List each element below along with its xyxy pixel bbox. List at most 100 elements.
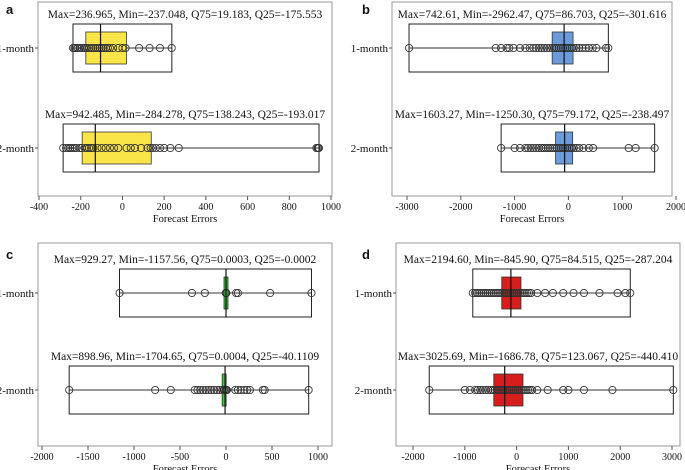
x-axis-label: Forecast Errors: [153, 214, 217, 225]
box-row-1-month: 1-month Max=236.965, Min=-237.048, Q75=19…: [0, 9, 322, 73]
data-point: [243, 385, 252, 395]
data-point: [87, 43, 96, 53]
data-point: [602, 43, 611, 53]
data-point: [561, 43, 570, 53]
data-point: [145, 43, 154, 53]
panel-frame: [395, 242, 681, 447]
data-point: [497, 43, 506, 53]
data-point: [236, 385, 245, 395]
data-point: [488, 385, 497, 395]
data-point: [204, 385, 213, 395]
data-point: [121, 43, 130, 53]
data-point: [62, 143, 71, 153]
data-point: [521, 43, 530, 53]
data-point: [522, 288, 532, 298]
data-point: [510, 143, 519, 153]
box-row-2-month: 2-month Max=1603.27, Min=-1250.30, Q75=79…: [351, 109, 669, 173]
data-point: [508, 288, 517, 298]
panel-label: b: [362, 2, 370, 17]
data-point: [529, 143, 538, 153]
data-point: [515, 143, 525, 153]
data-point: [473, 385, 482, 395]
data-point: [266, 288, 275, 298]
data-point: [304, 385, 313, 395]
data-point: [490, 385, 499, 395]
x-tick-label: -2000: [449, 202, 472, 213]
data-point: [558, 143, 568, 153]
data-point: [492, 385, 501, 395]
data-point: [151, 143, 160, 153]
data-point: [516, 288, 525, 298]
data-point: [89, 143, 98, 153]
x-tick-label: 0: [224, 452, 229, 463]
data-point: [608, 385, 617, 395]
data-point: [174, 143, 183, 153]
panel-label: a: [6, 2, 14, 17]
row-label: 2-month: [0, 143, 34, 155]
x-tick-label: -2000: [401, 452, 424, 463]
data-point: [543, 143, 553, 153]
data-point: [604, 43, 613, 53]
data-point: [569, 143, 578, 153]
data-point: [425, 385, 434, 395]
data-point: [595, 288, 604, 298]
stats-annotation: Max=898.96, Min=-1704.65, Q75=0.0004, Q2…: [51, 351, 320, 363]
data-point: [509, 385, 518, 395]
x-tick-label: 0: [566, 202, 571, 213]
data-point: [559, 385, 568, 395]
data-point: [71, 43, 80, 53]
data-point: [160, 143, 169, 153]
data-point: [493, 288, 503, 298]
data-point: [491, 288, 500, 298]
x-tick-label: -2000: [30, 452, 53, 463]
data-point: [529, 43, 538, 53]
x-tick-label: 400: [198, 202, 213, 213]
data-point: [487, 288, 496, 298]
data-point: [540, 43, 549, 53]
data-point: [209, 385, 219, 395]
data-point: [167, 43, 176, 53]
box-row-2-month: 2-month Max=898.96, Min=-1704.65, Q75=0.0…: [0, 351, 320, 415]
data-point: [513, 385, 522, 395]
x-tick-label: -1000: [122, 452, 145, 463]
panel-c: c -2000 -1500 -1000 -500 0 500 1000 Forecast Err…: [0, 242, 333, 470]
data-point: [498, 288, 507, 298]
data-point: [108, 43, 118, 53]
data-point: [504, 288, 513, 298]
x-tick-label: -1000: [503, 202, 526, 213]
data-point: [520, 288, 529, 298]
data-point: [468, 288, 477, 298]
box-row-2-month: 2-month Max=3025.69, Min=-1686.78, Q75=12…: [355, 351, 678, 415]
data-point: [532, 43, 541, 53]
stats-annotation: Max=2194.60, Min=-845.90, Q75=84.515, Q2…: [404, 254, 673, 266]
data-point: [91, 43, 100, 53]
data-point: [193, 385, 202, 395]
data-point: [499, 385, 508, 395]
x-tick-label: 2000: [666, 202, 685, 213]
data-point: [200, 288, 209, 298]
data-point: [541, 143, 550, 153]
data-point: [503, 385, 512, 395]
data-point: [575, 143, 584, 153]
x-tick-label: 500: [265, 452, 280, 463]
data-point: [260, 385, 269, 395]
data-point: [105, 43, 114, 53]
data-point: [500, 288, 509, 298]
x-tick-label: 2000: [610, 452, 630, 463]
data-point: [190, 385, 199, 395]
stats-annotation: Max=929.27, Min=-1157.56, Q75=0.0003, Q2…: [54, 254, 317, 266]
data-point: [524, 143, 533, 153]
data-point: [166, 143, 175, 153]
data-point: [485, 288, 494, 298]
stats-annotation: Max=742.61, Min=-2962.47, Q75=86.703, Q2…: [398, 9, 667, 21]
data-point: [517, 385, 526, 395]
data-point: [166, 385, 175, 395]
data-point: [515, 43, 525, 53]
data-point: [486, 385, 495, 395]
data-point: [101, 143, 110, 153]
data-point: [72, 143, 81, 153]
data-point: [114, 143, 123, 153]
x-tick-label: -1000: [453, 452, 476, 463]
data-point: [82, 43, 92, 53]
data-point: [541, 288, 550, 298]
